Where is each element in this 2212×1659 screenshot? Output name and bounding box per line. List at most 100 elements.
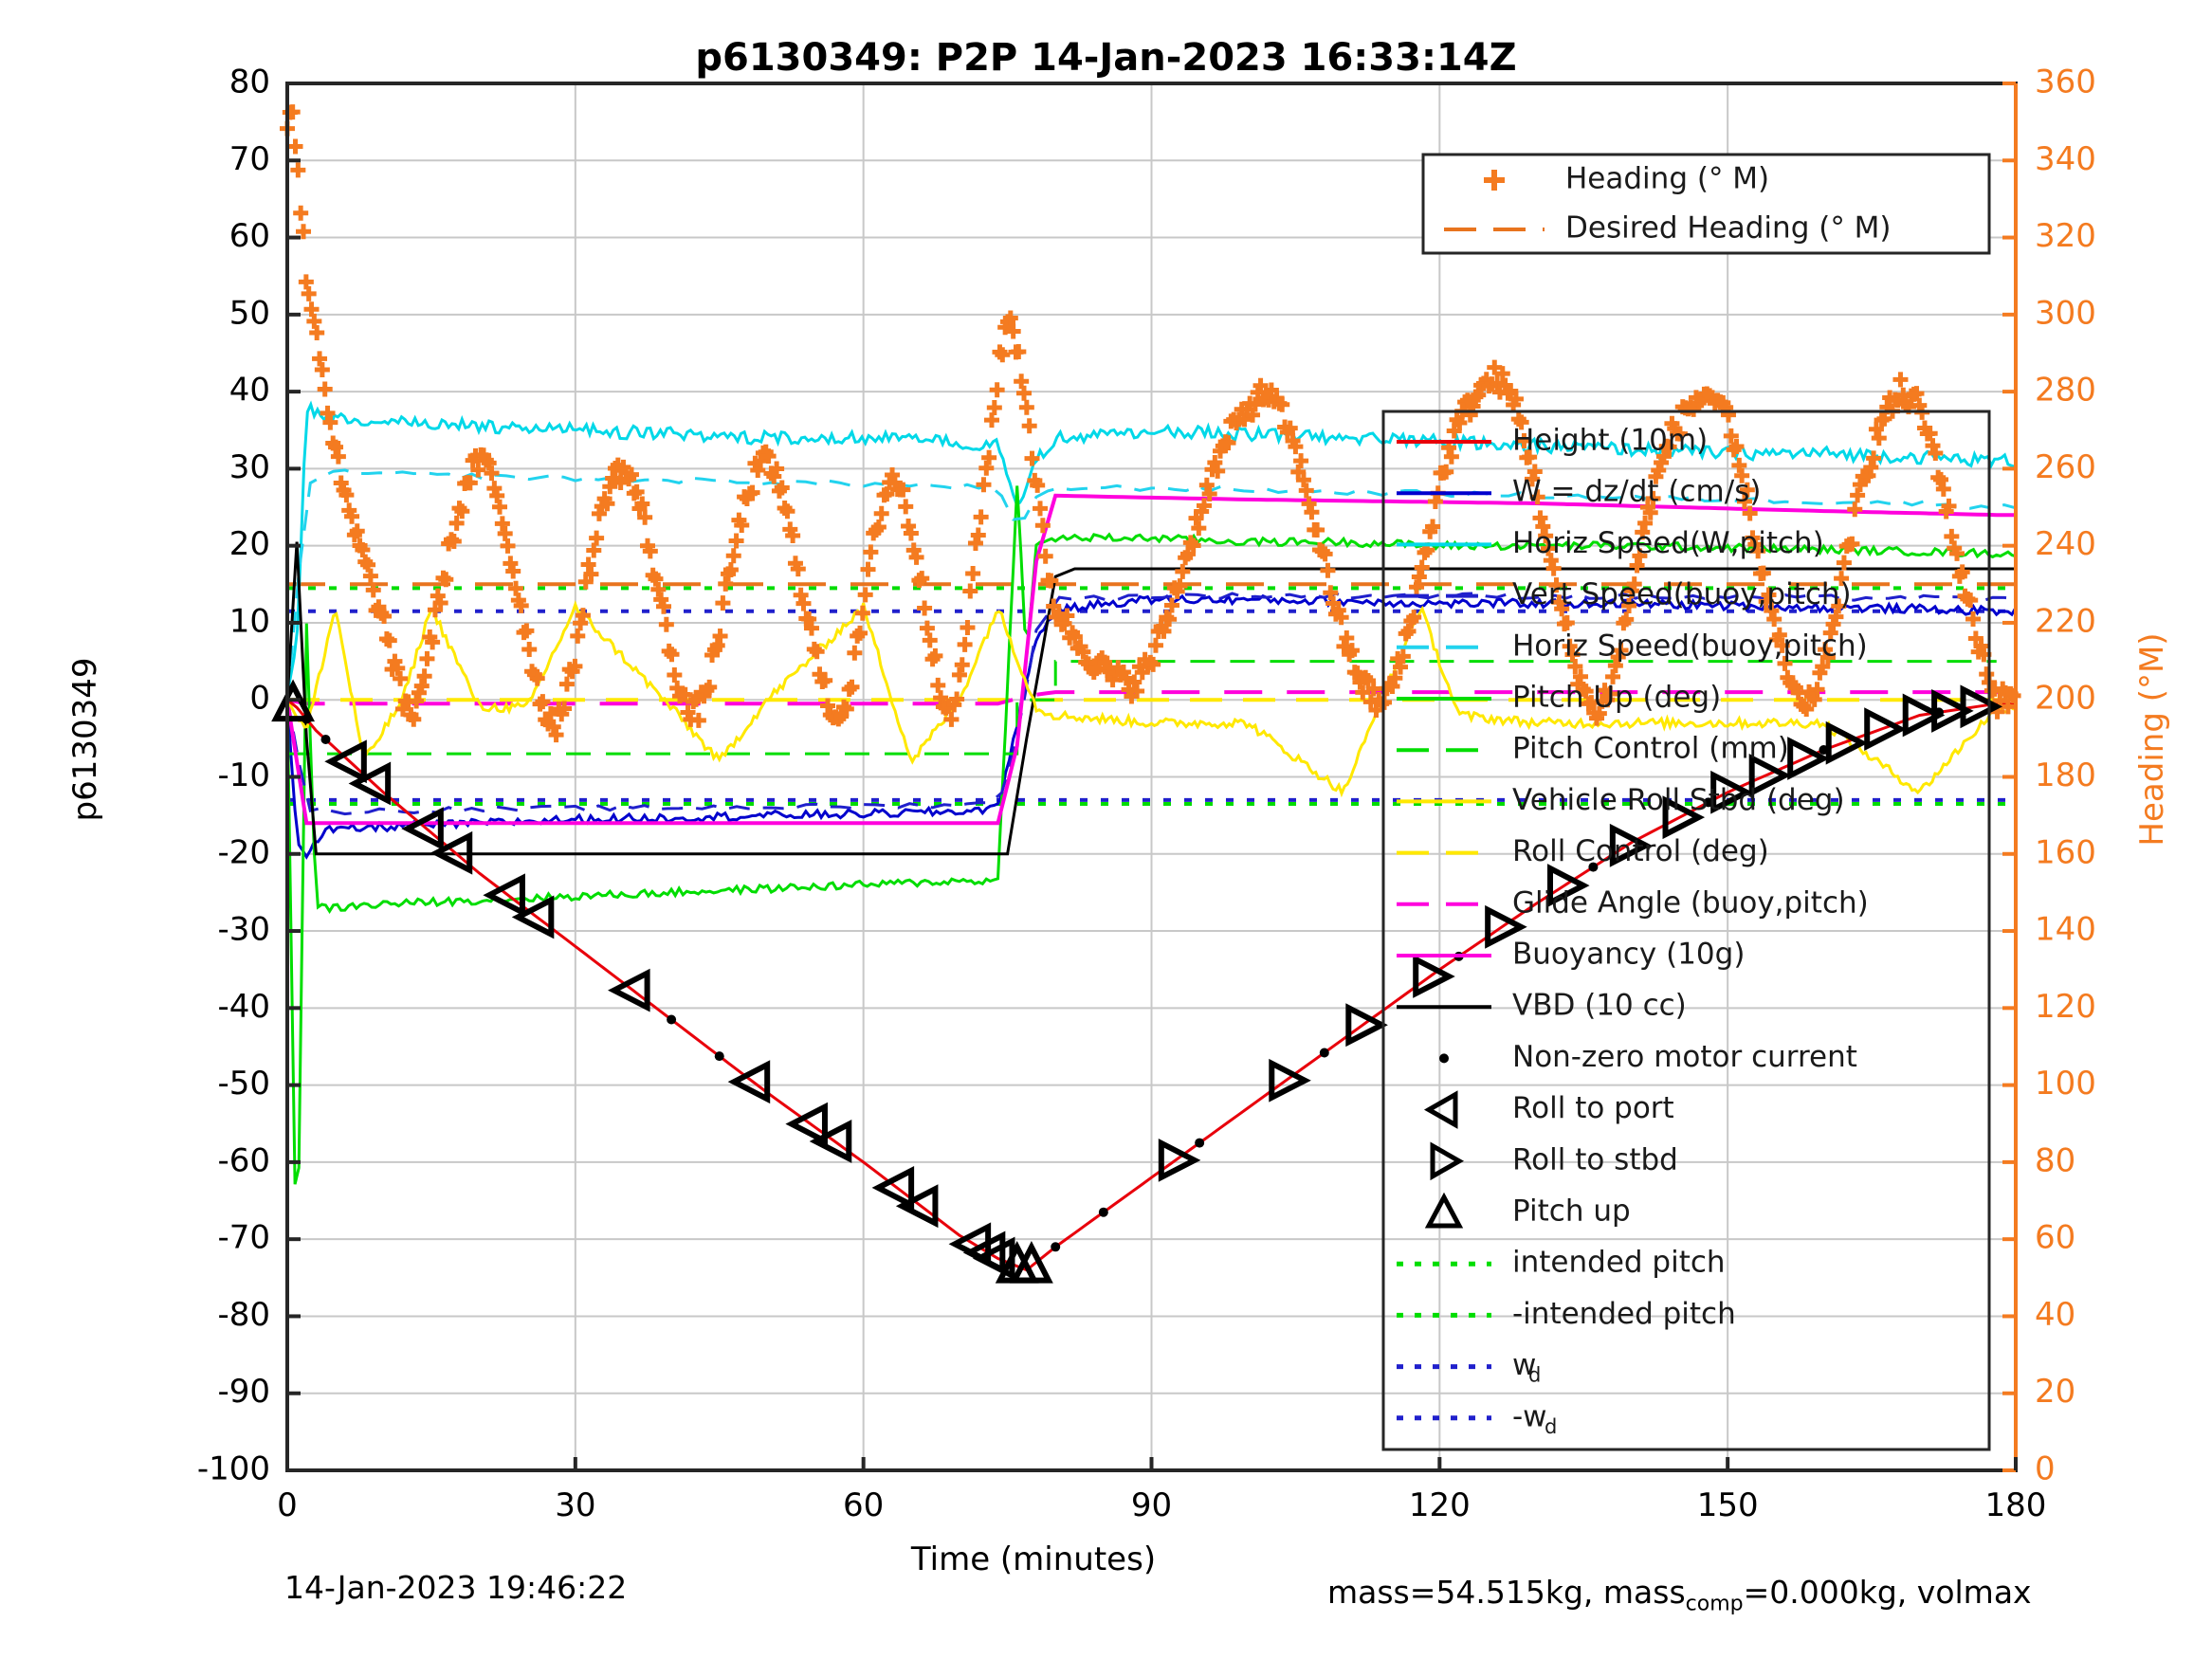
marker-left xyxy=(727,1060,771,1104)
heading-marker xyxy=(484,465,500,482)
legend-item[interactable]: Non-zero motor current xyxy=(1439,1040,1857,1074)
legend-item[interactable]: Pitch Control (mm) xyxy=(1397,732,1789,766)
y-tick-left: -90 xyxy=(217,1373,270,1411)
heading-marker xyxy=(1304,504,1320,520)
legend-item-label: Glide Angle (buoy,pitch) xyxy=(1512,885,1869,920)
motor-current-dot xyxy=(714,1051,724,1062)
heading-marker xyxy=(296,224,312,240)
heading-marker xyxy=(1290,464,1307,480)
legend-item[interactable]: Horiz Speed(buoy,pitch) xyxy=(1397,629,1868,663)
legend-item-label: Pitch Up (deg) xyxy=(1512,681,1721,715)
heading-marker xyxy=(586,542,602,558)
heading-marker xyxy=(365,582,381,598)
heading-marker xyxy=(769,461,785,477)
heading-marker xyxy=(1672,426,1688,442)
legend-item[interactable]: Desired Heading (° M) xyxy=(1444,211,1892,246)
heading-marker xyxy=(1172,578,1188,594)
legend-item-subscript: d xyxy=(1545,1415,1557,1438)
legend-item[interactable]: -intended pitch xyxy=(1397,1297,1736,1331)
legend-item[interactable]: Roll to port xyxy=(1423,1090,1674,1129)
legend-item[interactable]: Glide Angle (buoy,pitch) xyxy=(1397,885,1869,920)
heading-marker xyxy=(309,324,325,340)
legend-item[interactable]: Vehicle Roll Stbd (deg) xyxy=(1397,783,1845,817)
heading-marker xyxy=(728,533,744,549)
heading-marker xyxy=(702,679,718,695)
heading-marker xyxy=(1815,659,1831,675)
x-tick: 150 xyxy=(1697,1486,1759,1524)
heading-marker xyxy=(951,666,967,683)
page-title: p6130349: P2P 14-Jan-2023 16:33:14Z xyxy=(695,36,1517,80)
marker-left xyxy=(324,739,367,784)
legend-item[interactable]: Height (10m) xyxy=(1397,424,1708,458)
legend-item[interactable]: wd xyxy=(1397,1348,1541,1387)
heading-marker xyxy=(914,571,930,587)
y-tick-right: 360 xyxy=(2035,64,2096,101)
heading-marker xyxy=(1852,477,1868,493)
heading-marker xyxy=(1097,654,1113,670)
heading-marker xyxy=(1750,543,1766,559)
legend-item-label: Roll Control (deg) xyxy=(1512,834,1769,868)
legend-item[interactable]: Vert Speed(buoy,pitch) xyxy=(1397,577,1852,611)
heading-marker xyxy=(535,694,551,710)
legend-item-subscript: d xyxy=(1528,1364,1541,1387)
marker-right xyxy=(1902,693,1946,738)
y-tick-left: 40 xyxy=(229,372,270,410)
legend-item[interactable]: intended pitch xyxy=(1397,1246,1726,1280)
heading-marker xyxy=(583,566,599,582)
heading-marker xyxy=(1487,359,1503,375)
heading-marker xyxy=(320,405,336,421)
y-tick-right: 340 xyxy=(2035,140,2096,178)
heading-marker xyxy=(612,475,629,491)
legend-item[interactable]: Roll to stbd xyxy=(1430,1141,1678,1181)
heading-marker xyxy=(1301,496,1317,512)
legend-item[interactable]: Buoyancy (10g) xyxy=(1397,938,1745,972)
heading-marker xyxy=(819,698,835,714)
heading-marker xyxy=(709,637,725,653)
legend-item[interactable]: Pitch Up (deg) xyxy=(1397,681,1721,715)
heading-marker xyxy=(658,616,674,632)
heading-marker xyxy=(1831,598,1847,614)
heading-marker xyxy=(917,600,933,616)
legend-item[interactable]: W = dz/dt (cm/s) xyxy=(1397,475,1761,509)
marker-left xyxy=(483,873,525,918)
heading-marker xyxy=(1543,553,1559,569)
legend-item[interactable]: -wd xyxy=(1397,1399,1557,1438)
heading-marker xyxy=(381,632,397,648)
y-tick-left: -20 xyxy=(217,833,270,871)
heading-marker xyxy=(1655,448,1672,465)
legend-item[interactable]: Pitch up xyxy=(1424,1192,1631,1229)
heading-marker xyxy=(1850,487,1866,503)
heading-marker xyxy=(1755,565,1771,581)
y-tick-right: 240 xyxy=(2035,525,2096,563)
heading-marker xyxy=(1513,414,1529,430)
heading-marker xyxy=(605,470,621,486)
heading-marker xyxy=(1629,557,1645,574)
heading-marker xyxy=(1736,493,1752,509)
legend-item[interactable]: Horiz Speed(W,pitch) xyxy=(1397,526,1824,560)
legend-heading: Heading (° M) Desired Heading (° M) xyxy=(1421,153,1991,255)
heading-marker xyxy=(750,462,766,478)
y-tick-right: 0 xyxy=(2035,1450,2056,1488)
heading-marker xyxy=(1349,665,1365,682)
y-tick-right: 120 xyxy=(2035,988,2096,1026)
heading-marker xyxy=(766,468,782,484)
legend-item[interactable]: Heading (° M) xyxy=(1484,162,1769,196)
legend-plus-icon xyxy=(1484,170,1505,191)
marker-right xyxy=(1864,707,1907,752)
heading-marker xyxy=(1578,684,1594,700)
heading-marker xyxy=(1145,656,1161,672)
heading-marker xyxy=(760,448,777,465)
heading-marker xyxy=(1526,464,1543,480)
legend-item[interactable]: VBD (10 cc) xyxy=(1397,989,1687,1023)
heading-marker xyxy=(1446,423,1462,439)
heading-marker xyxy=(779,503,795,520)
heading-marker xyxy=(960,620,976,636)
heading-marker xyxy=(1409,579,1425,595)
heading-marker xyxy=(1288,439,1304,455)
legend-item[interactable]: Roll Control (deg) xyxy=(1397,834,1769,868)
y-tick-right: 20 xyxy=(2035,1373,2075,1411)
heading-marker xyxy=(330,448,346,465)
legend-main: Height (10m) W = dz/dt (cm/s) Horiz Speed(… xyxy=(1381,410,1991,1451)
heading-marker xyxy=(857,587,873,603)
marker-right xyxy=(1485,904,1527,949)
